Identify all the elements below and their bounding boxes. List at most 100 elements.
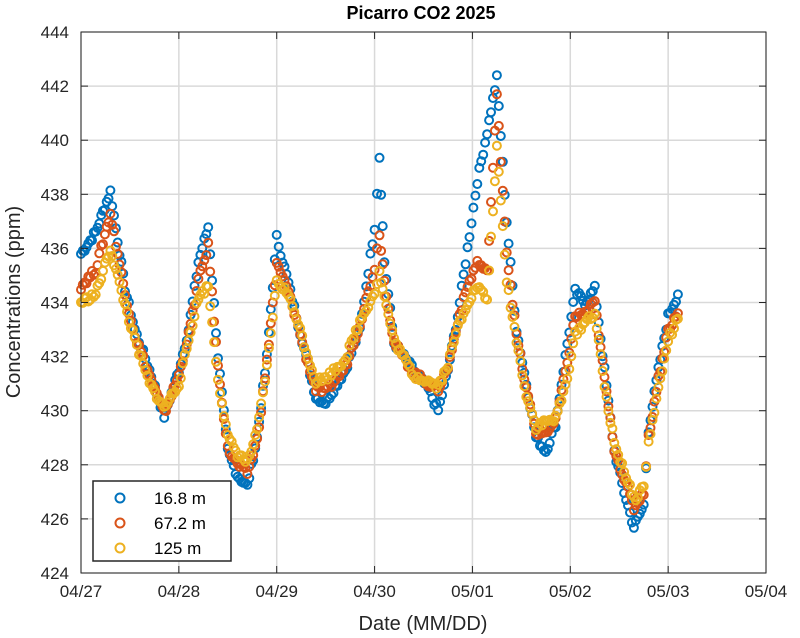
data-point [107,251,118,261]
data-point [110,264,121,274]
data-point [187,305,198,316]
series-2 [76,140,683,506]
data-point [466,218,477,229]
data-point [509,321,520,332]
data-point [215,388,225,399]
data-point [589,308,600,319]
data-point [470,190,481,201]
data-point [491,140,502,151]
data-point [493,166,504,177]
data-point [265,318,276,329]
data-point [493,101,504,111]
data-point [585,287,596,298]
data-point [220,419,231,430]
data-point [435,396,446,407]
data-point [105,208,116,219]
data-point [464,275,475,286]
data-point [205,249,216,260]
data-point [261,354,272,365]
data-point [254,412,265,423]
data-point [387,328,398,339]
data-point [603,406,614,417]
data-point [523,396,534,407]
legend-label: 67.2 m [154,514,206,533]
data-point [591,323,602,334]
data-point [301,347,312,358]
data-point [443,362,453,373]
data-point [597,355,608,366]
data-point [116,285,127,296]
data-point [513,335,524,346]
data-point [299,342,310,353]
data-point [589,280,600,291]
data-point [491,70,502,81]
data-point [548,416,559,427]
data-point [189,311,200,322]
data-point [672,289,683,300]
legend-marker [114,492,126,504]
data-point [597,366,608,376]
data-point [207,317,218,328]
data-point [499,216,510,227]
data-point [369,288,380,299]
data-point [641,461,652,472]
data-point [651,387,662,397]
data-point [175,373,186,384]
data-point [462,242,473,253]
y-tick-label: 438 [41,185,69,204]
x-axis-title: Date (MM/DD) [359,613,488,635]
data-point [275,282,286,292]
data-point [381,299,392,310]
data-point [365,296,376,307]
data-point [199,255,210,266]
data-point [260,376,270,387]
data-point [495,195,506,206]
data-point [105,245,116,256]
data-point [669,323,679,334]
y-axis-title: Concentrations (ppm) [3,206,25,398]
data-point [187,320,198,331]
data-point [625,479,635,490]
data-point [203,237,214,248]
data-point [263,343,274,353]
data-point [495,156,506,167]
data-point [372,188,382,199]
data-point [486,107,496,118]
data-point [505,302,516,313]
data-point [248,439,259,450]
data-point [352,324,363,335]
data-point [460,305,471,315]
data-point [88,269,99,280]
data-point [576,324,587,335]
data-point [346,335,357,346]
data-point [544,438,555,448]
data-point [437,375,448,386]
y-tick-label: 428 [41,456,69,475]
data-point [98,239,108,250]
legend: 16.8 m 67.2 m 125 m [92,480,232,562]
data-point [611,444,622,455]
data-point [363,302,374,313]
data-point [564,364,575,374]
x-tick-label: 04/30 [353,582,396,601]
x-axis: 04/27 04/28 04/29 04/30 05/01 05/02 05/03 05/04 [60,32,788,601]
data-point [491,89,502,100]
data-point [497,221,508,232]
data-point [226,436,237,447]
y-tick-label: 432 [41,348,69,367]
data-point [568,297,579,307]
data-point [131,339,142,350]
data-point [603,401,614,412]
x-tick-label: 04/28 [158,582,201,601]
data-point [374,266,385,276]
data-point [493,120,504,131]
data-point [651,393,662,404]
data-point [576,291,587,302]
x-tick-label: 05/04 [745,582,788,601]
data-point [486,231,496,242]
data-point [297,337,308,348]
data-point [568,338,579,349]
data-point [279,282,290,293]
y-tick-label: 436 [41,239,69,258]
data-point [628,505,639,516]
